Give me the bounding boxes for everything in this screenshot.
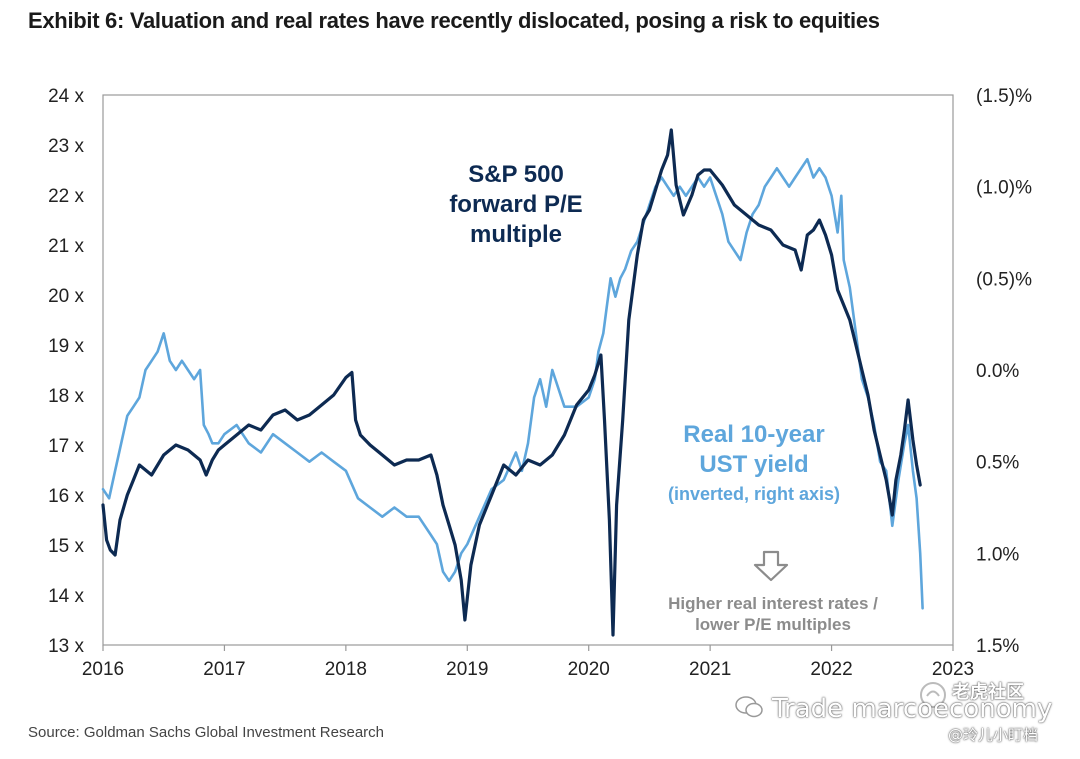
y-left-tick-label: 22 x [48,186,84,207]
plot-frame [102,94,954,646]
down-arrow-icon [753,550,789,582]
y-left-tick-label: 20 x [48,286,84,307]
wechat-icon [735,696,763,718]
watermark-bottom: @玲儿小盯档 [948,726,1039,744]
tiger-logo-icon [920,682,946,708]
x-tick-label: 2019 [446,659,488,680]
y-left-tick-label: 13 x [48,636,84,657]
source-note: Source: Goldman Sachs Global Investment … [28,724,385,741]
x-tick-label: 2016 [82,659,124,680]
y-left-tick-label: 19 x [48,336,84,357]
y-left-tick-label: 17 x [48,436,84,457]
y-right-tick-label: 1.0% [976,544,1019,565]
y-right-tick-label: (0.5)% [976,269,1032,290]
x-axis: 2016 2017 2018 2019 2020 2021 2022 2023 [82,645,974,680]
x-tick-label: 2021 [689,659,731,680]
y-left-tick-label: 15 x [48,536,84,557]
pe-label-line-3: multiple [470,221,562,248]
y-left-tick-label: 23 x [48,136,84,157]
note-line-1: Higher real interest rates / [668,594,878,613]
y-left-tick-label: 14 x [48,586,84,607]
y-left-tick-label: 16 x [48,486,84,507]
note-line-2: lower P/E multiples [695,615,851,634]
y-right-tick-label: 1.5% [976,636,1019,657]
yield-label-line-1: Real 10-year [683,421,824,448]
x-tick-label: 2023 [932,659,974,680]
yield-label-line-2: UST yield [699,451,808,478]
y-left-tick-label: 21 x [48,236,84,257]
pe-series-line [101,128,922,637]
y-right-tick-label: (1.5)% [976,86,1032,107]
watermark-main: Trade marcoeconomy [772,694,1053,724]
y-right-tick-label: 0.5% [976,453,1019,474]
pe-label-line-1: S&P 500 [468,161,564,188]
left-axis: 24 x 23 x 22 x 21 x 20 x 19 x 18 x 17 x 16 x 15 x… [48,86,84,657]
pe-label-line-2: forward P/E [449,191,582,218]
x-tick-label: 2020 [568,659,610,680]
series-layer [101,128,924,637]
watermark-top: 老虎社区 [952,682,1024,703]
x-tick-label: 2018 [325,659,367,680]
yield-sublabel: (inverted, right axis) [668,484,840,504]
y-left-tick-label: 24 x [48,86,84,107]
x-tick-label: 2022 [810,659,852,680]
y-left-tick-label: 18 x [48,386,84,407]
chart-title: Exhibit 6: Valuation and real rates have… [28,8,880,33]
right-axis: (1.5)% (1.0)% (0.5)% 0.0% 0.5% 1.0% 1.5% [976,86,1032,657]
y-right-tick-label: 0.0% [976,361,1019,382]
y-right-tick-label: (1.0)% [976,178,1032,199]
x-tick-label: 2017 [203,659,245,680]
